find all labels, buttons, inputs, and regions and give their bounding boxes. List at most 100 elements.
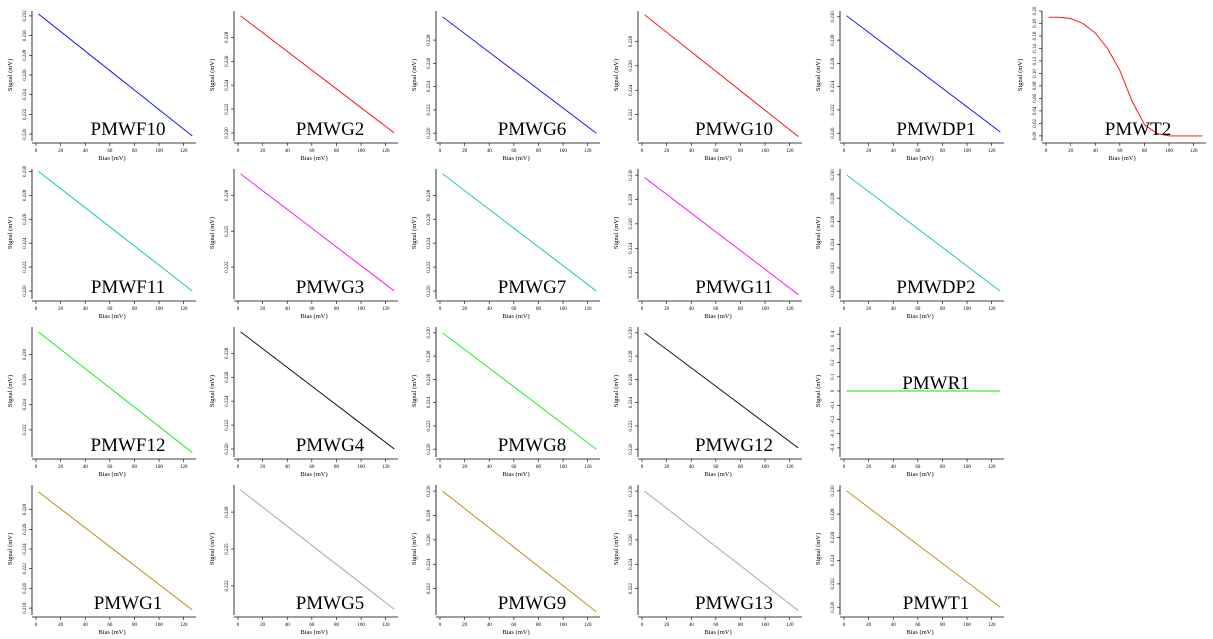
- x-tick-label: 20: [260, 149, 266, 154]
- y-tick-label: 0.222: [23, 108, 28, 120]
- x-tick-label: 20: [462, 465, 468, 470]
- chart-svg: 0 20 40 60 80 100 120 0.00 0.02 0.04 0.06 0.08 0.10 0…: [1017, 6, 1206, 162]
- x-tick-label: 120: [584, 307, 592, 312]
- y-tick-label: 0.20: [1033, 6, 1038, 15]
- x-tick-label: 20: [58, 307, 64, 312]
- y-tick-label: 0.228: [225, 506, 230, 518]
- panel-label: PMWG2: [296, 119, 365, 140]
- y-tick-label: 0.218: [23, 602, 28, 614]
- x-tick-label: 100: [963, 465, 971, 470]
- x-tick-label: 60: [309, 623, 315, 628]
- x-tick-label: 60: [1117, 149, 1123, 154]
- y-tick-label: 0.228: [427, 350, 432, 362]
- x-axis-title: Bias (mV): [300, 629, 327, 636]
- y-tick-label: 0.14: [1033, 44, 1038, 53]
- series-line: [846, 15, 1001, 133]
- y-tick-label: 0.226: [225, 371, 230, 383]
- x-tick-label: 40: [83, 465, 89, 470]
- chart-panel-pmwg5: 0 20 40 60 80 100 120 0.222 0.225 0.228 Bias (mV) S…: [202, 477, 404, 636]
- x-axis-title: Bias (mV): [98, 471, 125, 478]
- x-tick-label: 100: [559, 149, 567, 154]
- y-tick-label: 0.228: [831, 508, 836, 520]
- chart-panel-pmwg13: 0 20 40 60 80 100 120 0.222 0.224 0.226 0.228 0.230…: [606, 477, 808, 636]
- y-tick-label: 0.225: [225, 543, 230, 555]
- x-tick-label: 120: [584, 465, 592, 470]
- y-tick-label: 0.224: [225, 395, 230, 407]
- y-tick-label: 0.4: [831, 330, 836, 337]
- y-tick-label: 0.226: [831, 215, 836, 227]
- y-tick-label: 0.226: [23, 374, 28, 386]
- x-tick-label: 40: [487, 623, 493, 628]
- y-tick-label: 0.16: [1033, 31, 1038, 40]
- y-tick-label: 0.228: [225, 189, 230, 201]
- y-tick-label: -0.1: [831, 401, 836, 409]
- y-tick-label: 0.3: [831, 345, 836, 352]
- x-tick-label: 40: [285, 307, 291, 312]
- y-tick-label: 0.222: [831, 578, 836, 590]
- x-tick-label: 0: [439, 465, 442, 470]
- y-tick-label: 0.220: [629, 443, 634, 455]
- y-tick-label: 0.226: [225, 55, 230, 67]
- x-axis-title: Bias (mV): [502, 313, 529, 320]
- chart-svg: 0 20 40 60 80 100 120 0.222 0.224 0.226 0.228 Bias …: [613, 11, 802, 162]
- y-tick-label: 0.224: [23, 543, 28, 555]
- y-tick-label: 0.228: [427, 189, 432, 201]
- y-axis-title: Signal (mV): [209, 59, 216, 91]
- x-tick-label: 0: [237, 307, 240, 312]
- series-line: [644, 14, 799, 137]
- x-tick-label: 120: [180, 623, 188, 628]
- x-tick-label: 80: [334, 465, 340, 470]
- x-tick-label: 20: [260, 465, 266, 470]
- chart-svg: 0 20 40 60 80 100 120 0.220 0.222 0.224 0.226 0.228…: [7, 165, 196, 320]
- y-tick-label: 0.228: [629, 509, 634, 521]
- x-tick-label: 80: [1142, 149, 1148, 154]
- x-tick-label: 100: [761, 307, 769, 312]
- x-axis-title: Bias (mV): [502, 629, 529, 636]
- series-line: [38, 331, 193, 453]
- x-tick-label: 20: [866, 465, 872, 470]
- y-tick-label: 0.00: [1033, 131, 1038, 140]
- y-axis-title: Signal (mV): [7, 533, 14, 565]
- x-tick-label: 0: [1045, 149, 1048, 154]
- x-axis-title: Bias (mV): [502, 471, 529, 478]
- x-tick-label: 80: [738, 465, 744, 470]
- x-tick-label: 120: [180, 465, 188, 470]
- y-axis-title: Signal (mV): [411, 217, 418, 249]
- chart-svg: 0 20 40 60 80 100 120 0.222 0.224 0.226 0.228 0.230…: [411, 485, 600, 636]
- y-tick-label: 0.224: [427, 397, 432, 409]
- y-tick-label: 0.228: [427, 34, 432, 46]
- y-tick-label: 0.226: [629, 218, 634, 230]
- x-tick-label: 100: [357, 623, 365, 628]
- series-line: [442, 490, 597, 613]
- y-tick-label: 0.222: [225, 261, 230, 273]
- panel-label: PMWF12: [91, 435, 166, 456]
- y-tick-label: 0.228: [23, 503, 28, 515]
- x-tick-label: 100: [963, 623, 971, 628]
- series-line: [442, 173, 597, 292]
- y-tick-label: 0.222: [831, 104, 836, 116]
- x-axis-title: Bias (mV): [98, 155, 125, 162]
- y-tick-label: 0.02: [1033, 119, 1038, 128]
- y-axis-title: Signal (mV): [209, 217, 216, 249]
- y-tick-label: 0.222: [629, 420, 634, 432]
- y-tick-label: 0.230: [831, 169, 836, 181]
- x-tick-label: 40: [689, 149, 695, 154]
- x-axis-title: Bias (mV): [906, 629, 933, 636]
- x-axis-title: Bias (mV): [704, 629, 731, 636]
- x-tick-label: 80: [940, 149, 946, 154]
- panel-label: PMWG3: [296, 277, 365, 298]
- y-tick-label: 0.228: [23, 49, 28, 61]
- x-tick-label: 100: [155, 149, 163, 154]
- x-tick-label: 100: [963, 149, 971, 154]
- y-axis-title: Signal (mV): [613, 217, 620, 249]
- y-tick-label: 0.222: [629, 582, 634, 594]
- x-tick-label: 20: [866, 623, 872, 628]
- x-tick-label: 120: [382, 307, 390, 312]
- x-tick-label: 20: [1068, 149, 1074, 154]
- x-tick-label: 120: [584, 623, 592, 628]
- chart-svg: 0 20 40 60 80 100 120 -0.4 -0.3 -0.2 -0.1 0 0.1 0.2 0.…: [815, 327, 1004, 478]
- x-tick-label: 20: [866, 149, 872, 154]
- x-tick-label: 0: [843, 623, 846, 628]
- y-tick-label: 0.226: [629, 534, 634, 546]
- x-tick-label: 100: [155, 465, 163, 470]
